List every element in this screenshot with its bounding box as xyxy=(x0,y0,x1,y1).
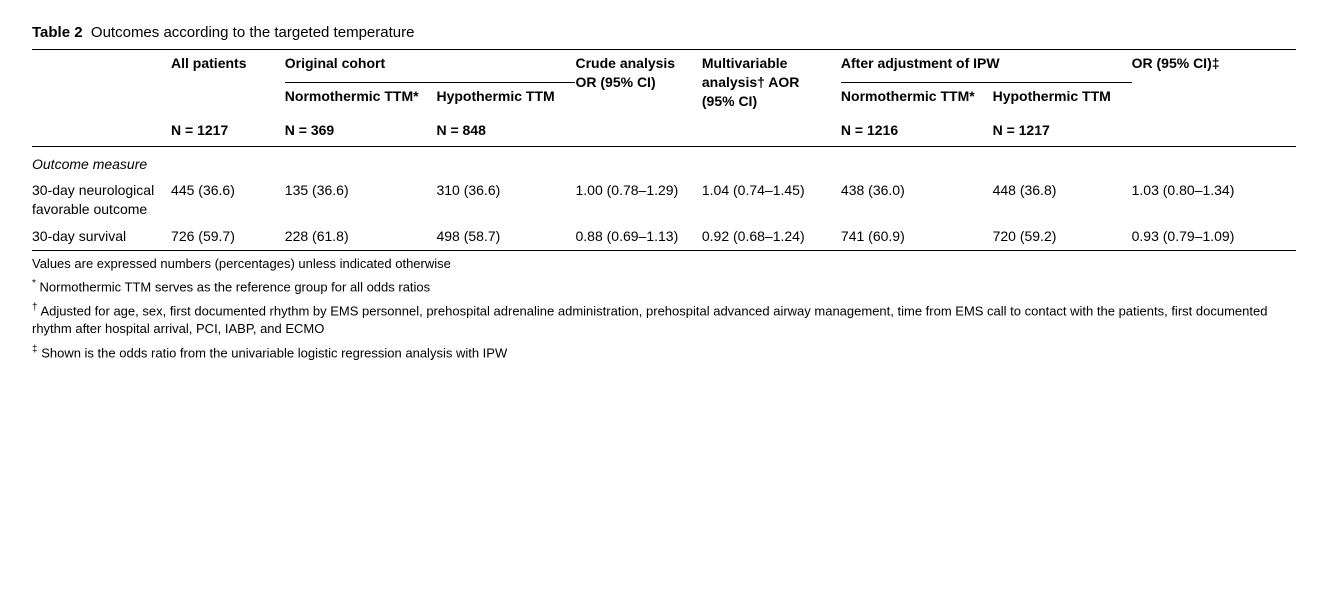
table-row: 30-day survival 726 (59.7) 228 (61.8) 49… xyxy=(32,223,1296,250)
footnotes: Values are expressed numbers (percentage… xyxy=(32,255,1296,362)
col-oc-normo: Normothermic TTM* xyxy=(285,82,437,114)
cell: 0.93 (0.79–1.09) xyxy=(1132,223,1296,250)
col-ipw-hypo: Hypothermic TTM xyxy=(993,82,1132,114)
row-label: 30-day survival xyxy=(32,223,171,250)
n-mv xyxy=(702,115,841,146)
footnote-dagger: † Adjusted for age, sex, first documente… xyxy=(32,301,1296,339)
n-all: N = 1217 xyxy=(171,115,285,146)
cell: 438 (36.0) xyxy=(841,177,993,223)
cell: 228 (61.8) xyxy=(285,223,437,250)
table-caption: Table 2 Outcomes according to the target… xyxy=(32,24,1296,41)
footnote-marker: † xyxy=(32,302,38,313)
n-or xyxy=(1132,115,1296,146)
col-all-patients: All patients xyxy=(171,50,285,115)
section-heading: Outcome measure xyxy=(32,146,1296,177)
col-group-original-cohort: Original cohort xyxy=(285,50,576,83)
cell: 0.88 (0.69–1.13) xyxy=(575,223,701,250)
col-ipw-normo: Normothermic TTM* xyxy=(841,82,993,114)
footnote-marker: ‡ xyxy=(32,344,38,355)
n-oc-normo: N = 369 xyxy=(285,115,437,146)
cell: 448 (36.8) xyxy=(993,177,1132,223)
cell: 726 (59.7) xyxy=(171,223,285,250)
n-crude xyxy=(575,115,701,146)
footnote-text: Shown is the odds ratio from the univari… xyxy=(41,345,507,360)
cell: 135 (36.6) xyxy=(285,177,437,223)
row-label: 30-day neurologi­cal favorable outcome xyxy=(32,177,171,223)
cell: 445 (36.6) xyxy=(171,177,285,223)
cell: 498 (58.7) xyxy=(436,223,575,250)
n-stub xyxy=(32,115,171,146)
col-group-ipw: After adjustment of IPW xyxy=(841,50,1132,83)
footnote-marker: * xyxy=(32,278,36,289)
table-row: 30-day neurologi­cal favorable outcome 4… xyxy=(32,177,1296,223)
footnote-ddagger: ‡ Shown is the odds ratio from the univa… xyxy=(32,343,1296,363)
footnote-star: * Normothermic TTM serves as the referen… xyxy=(32,277,1296,297)
cell: 741 (60.9) xyxy=(841,223,993,250)
cell: 1.03 (0.80–1.34) xyxy=(1132,177,1296,223)
footnote-text: Adjusted for age, sex, first documented … xyxy=(32,303,1267,336)
table-caption-text: Outcomes according to the targeted tempe… xyxy=(91,24,415,41)
col-or-ci: OR (95% CI)‡ xyxy=(1132,50,1296,115)
footnote-values: Values are expressed numbers (percentage… xyxy=(32,255,1296,273)
col-multivariable: Multivariable analysis† AOR (95% CI) xyxy=(702,50,841,115)
cell: 1.04 (0.74–1.45) xyxy=(702,177,841,223)
cell: 0.92 (0.68–1.24) xyxy=(702,223,841,250)
cell: 1.00 (0.78–1.29) xyxy=(575,177,701,223)
n-ipw-normo: N = 1216 xyxy=(841,115,993,146)
n-ipw-hypo: N = 1217 xyxy=(993,115,1132,146)
footnote-text: Normothermic TTM serves as the reference… xyxy=(40,280,431,295)
cell: 720 (59.2) xyxy=(993,223,1132,250)
n-oc-hypo: N = 848 xyxy=(436,115,575,146)
cell: 310 (36.6) xyxy=(436,177,575,223)
table-caption-label: Table 2 xyxy=(32,24,83,41)
outcomes-table: All patients Original cohort Crude analy… xyxy=(32,49,1296,251)
col-stub xyxy=(32,50,171,115)
col-crude: Crude analysis OR (95% CI) xyxy=(575,50,701,115)
col-oc-hypo: Hypothermic TTM xyxy=(436,82,575,114)
